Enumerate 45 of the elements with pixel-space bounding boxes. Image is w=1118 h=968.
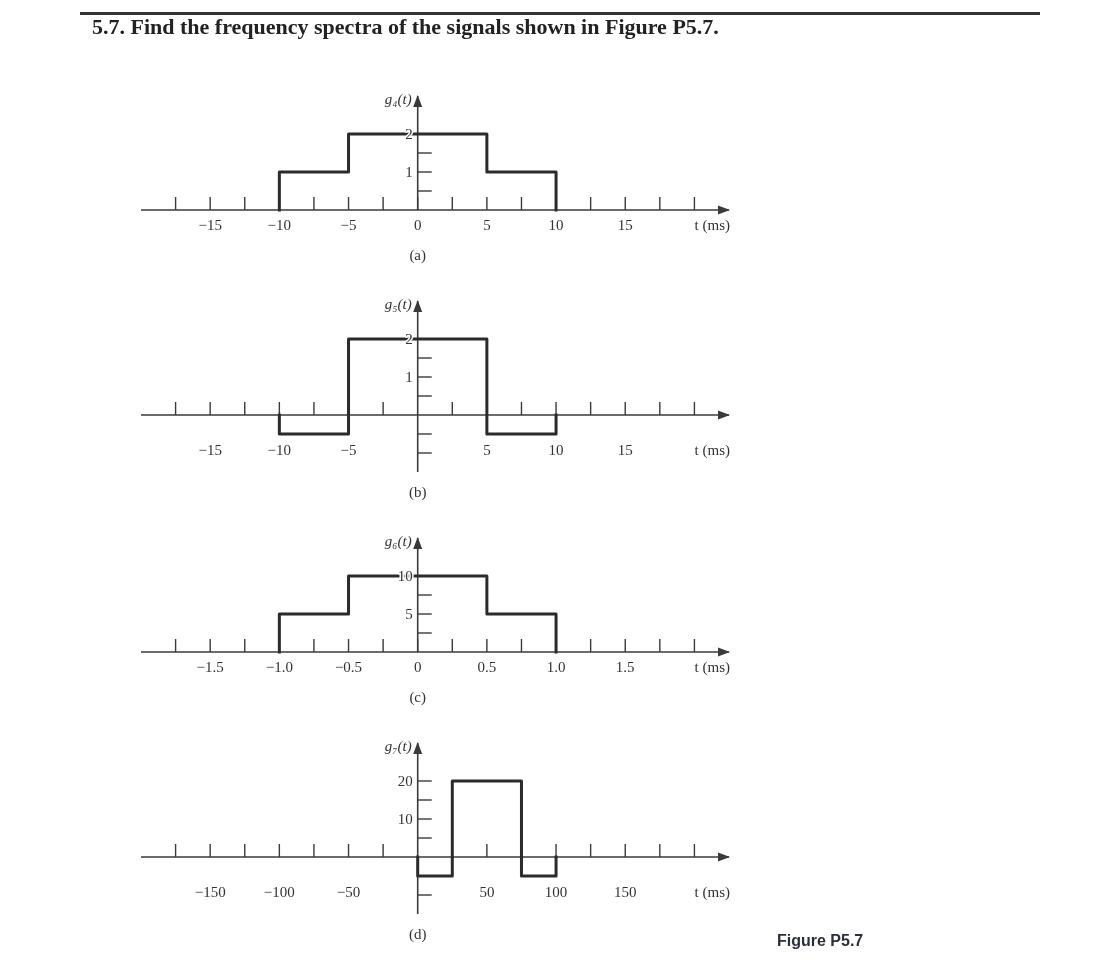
x-tick-label: 0 — [413, 217, 422, 233]
x-tick-label: 1.5 — [615, 659, 635, 675]
x-tick-label: 100 — [544, 884, 568, 900]
x-tick-label: −5 — [340, 442, 357, 458]
x-tick-label: −5 — [340, 217, 357, 233]
x-tick-label: 5 — [483, 442, 491, 458]
x-tick-label: 150 — [613, 884, 637, 900]
y-tick-label: 10 — [397, 811, 413, 827]
x-tick-label: −10 — [267, 442, 292, 458]
text: (c) — [409, 689, 427, 706]
y-tick-label: 1 — [405, 369, 413, 385]
y-axis-title: g₇(t) — [384, 738, 412, 755]
chart-title: 5.7. Find the frequency spectra of the signals shown in Figure P5.7. — [92, 14, 719, 39]
y-axis-title: g₄(t) — [384, 91, 412, 108]
x-tick-label: −100 — [263, 884, 295, 900]
y-axis-title: g₆(t) — [384, 533, 412, 550]
text: (a) — [409, 247, 427, 264]
text: (b) — [408, 484, 427, 501]
x-axis-title: t (ms) — [694, 659, 730, 676]
caption: Figure P5.7 — [777, 932, 864, 949]
x-tick-label: −15 — [198, 217, 222, 233]
x-axis-title: t (ms) — [694, 884, 730, 901]
x-tick-label: −1.0 — [265, 659, 293, 675]
x-tick-label: 1.0 — [546, 659, 566, 675]
x-tick-label: 10 — [548, 217, 564, 233]
text: (d) — [408, 926, 427, 943]
x-tick-label: −1.5 — [196, 659, 224, 675]
x-tick-label: −150 — [194, 884, 226, 900]
x-tick-label: −0.5 — [334, 659, 363, 675]
x-tick-label: −15 — [198, 442, 222, 458]
y-tick-label: 5 — [405, 606, 413, 622]
x-tick-label: 15 — [617, 442, 633, 458]
x-axis-title: t (ms) — [694, 442, 730, 459]
x-tick-label: 0.5 — [477, 659, 497, 675]
x-tick-label: −50 — [336, 884, 361, 900]
x-tick-label: 0 — [413, 659, 422, 675]
x-tick-label: 50 — [479, 884, 495, 900]
x-tick-label: 5 — [483, 217, 491, 233]
x-tick-label: 15 — [617, 217, 633, 233]
x-tick-label: 10 — [548, 442, 564, 458]
y-tick-label: 20 — [397, 773, 413, 789]
x-axis-title: t (ms) — [694, 217, 730, 234]
y-axis-title: g₅(t) — [384, 296, 412, 313]
y-tick-label: 1 — [405, 164, 413, 180]
x-tick-label: −10 — [267, 217, 292, 233]
